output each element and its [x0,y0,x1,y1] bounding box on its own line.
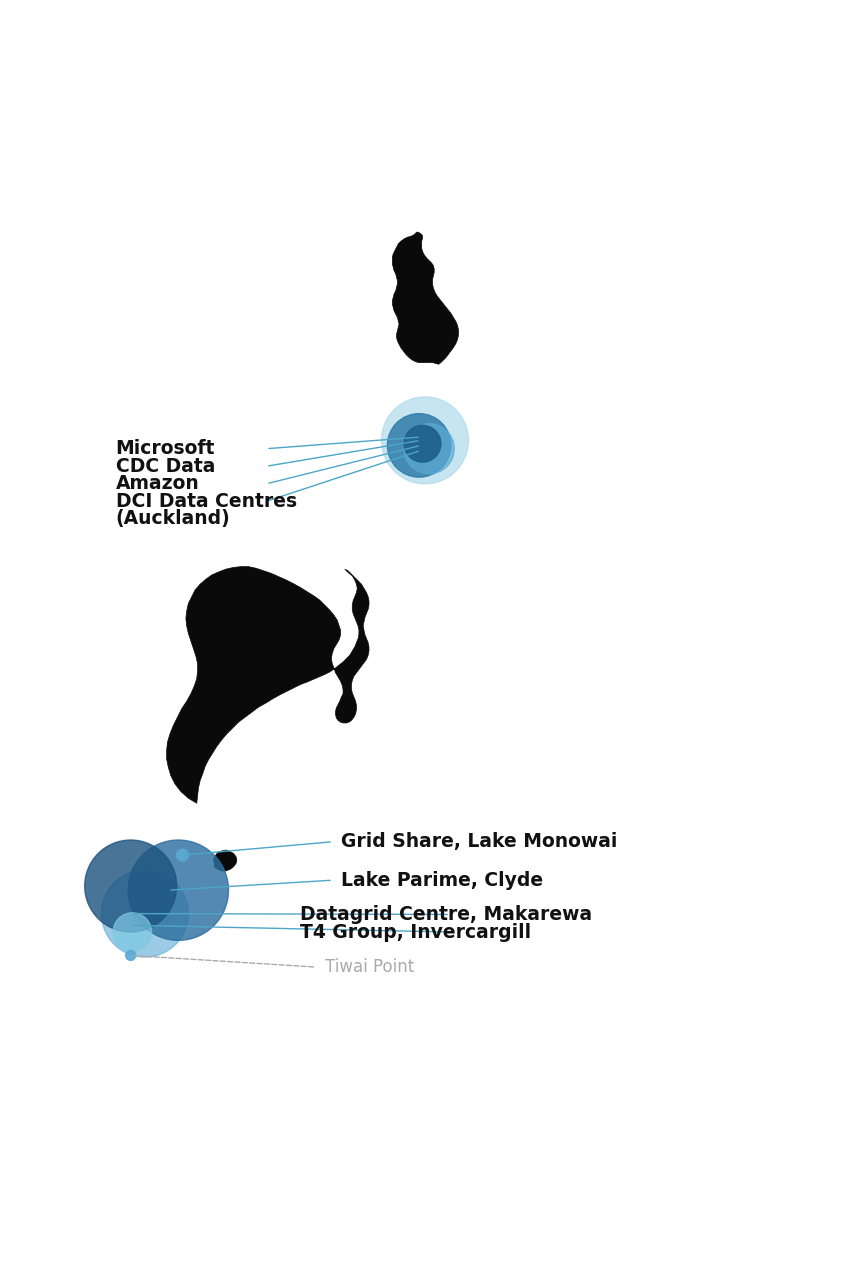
Text: CDC Data: CDC Data [116,457,215,476]
Polygon shape [213,851,237,871]
Polygon shape [167,567,369,803]
Polygon shape [393,232,458,365]
Ellipse shape [388,414,450,477]
Text: Grid Share, Lake Monowai: Grid Share, Lake Monowai [342,832,618,851]
Text: Tiwai Point: Tiwai Point [325,958,414,976]
Text: (Auckland): (Auckland) [116,510,230,529]
Text: Lake Parime, Clyde: Lake Parime, Clyde [342,871,543,890]
Ellipse shape [85,840,177,933]
Ellipse shape [128,840,229,940]
Ellipse shape [404,424,454,473]
Text: DCI Data Centres: DCI Data Centres [116,492,297,511]
Text: Amazon: Amazon [116,475,200,493]
Text: Datagrid Centre, Makarewa: Datagrid Centre, Makarewa [299,905,592,924]
Text: T4 Group, Invercargill: T4 Group, Invercargill [299,923,530,941]
Ellipse shape [101,870,189,957]
Ellipse shape [382,396,468,483]
Ellipse shape [126,950,136,960]
Ellipse shape [113,912,151,952]
Text: Microsoft: Microsoft [116,439,215,458]
Ellipse shape [404,425,441,462]
Ellipse shape [177,849,189,861]
